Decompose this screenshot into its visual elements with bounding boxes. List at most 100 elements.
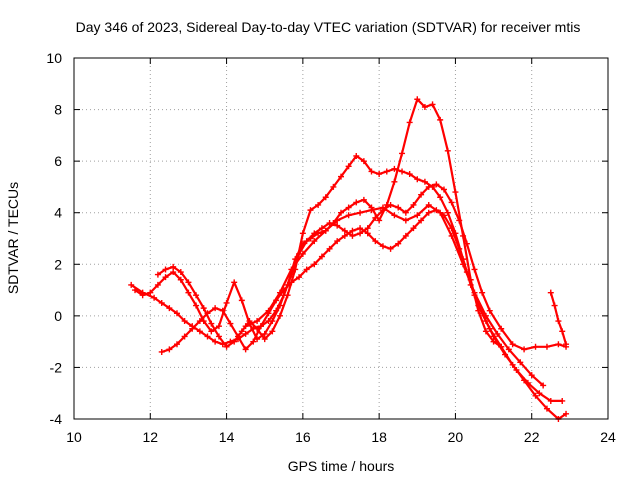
data-point <box>311 261 318 268</box>
y-tick-label: 2 <box>54 256 62 272</box>
data-point <box>425 201 432 208</box>
data-point <box>460 232 467 239</box>
data-point <box>261 330 268 337</box>
data-series <box>128 96 570 422</box>
data-point <box>181 318 188 325</box>
x-tick-label: 14 <box>219 429 235 445</box>
data-point <box>170 263 177 270</box>
data-point <box>166 346 173 353</box>
data-point <box>399 150 406 157</box>
data-point <box>505 346 512 353</box>
data-point <box>433 181 440 188</box>
data-point <box>379 243 386 250</box>
data-point <box>231 338 238 345</box>
data-point <box>200 318 207 325</box>
data-point <box>555 341 562 348</box>
series-line <box>156 154 564 402</box>
data-point <box>486 325 493 332</box>
data-point <box>391 178 398 185</box>
data-point <box>341 227 348 234</box>
data-point <box>345 204 352 211</box>
data-point <box>437 194 444 201</box>
data-point <box>238 297 245 304</box>
data-point <box>345 212 352 219</box>
data-point <box>418 217 425 224</box>
plot-frame <box>73 57 609 420</box>
data-point <box>254 336 261 343</box>
series-trace-5 <box>242 201 547 389</box>
y-tick-label: 4 <box>54 205 62 221</box>
data-point <box>391 212 398 219</box>
data-point <box>212 338 219 345</box>
data-point <box>498 325 505 332</box>
data-point <box>257 323 264 330</box>
data-point <box>517 359 524 366</box>
data-point <box>471 266 478 273</box>
data-point <box>543 405 550 412</box>
data-point <box>551 302 558 309</box>
data-point <box>376 171 383 178</box>
data-point <box>162 266 169 273</box>
data-point <box>338 209 344 216</box>
data-point <box>147 289 154 296</box>
data-point <box>425 209 432 216</box>
data-point <box>204 310 211 317</box>
data-point <box>303 266 310 273</box>
data-point <box>547 289 554 296</box>
data-point <box>322 227 329 234</box>
data-point <box>437 116 444 123</box>
data-point <box>509 341 516 348</box>
data-point <box>227 320 234 327</box>
data-point <box>448 232 455 239</box>
data-point <box>276 312 283 319</box>
data-point <box>166 305 173 312</box>
data-point <box>357 209 364 216</box>
data-point <box>215 333 222 340</box>
x-tick-label: 20 <box>448 429 464 445</box>
x-tick-label: 22 <box>524 429 540 445</box>
data-point <box>387 245 394 252</box>
data-point <box>265 307 272 314</box>
data-point <box>444 147 451 154</box>
data-point <box>444 209 451 216</box>
data-point <box>200 305 207 312</box>
data-point <box>563 341 570 348</box>
data-point <box>185 279 192 286</box>
data-point <box>536 390 543 397</box>
data-point <box>391 165 398 172</box>
data-point <box>132 287 139 294</box>
data-point <box>349 227 356 234</box>
data-point <box>471 289 478 296</box>
data-point <box>196 328 203 335</box>
data-point <box>532 343 539 350</box>
data-point <box>360 196 367 203</box>
data-point <box>399 168 406 175</box>
data-point <box>460 261 467 268</box>
data-point <box>173 310 180 317</box>
data-point <box>181 333 188 340</box>
data-point <box>208 320 215 327</box>
data-point <box>414 176 421 183</box>
data-point <box>349 232 356 239</box>
data-point <box>318 253 325 260</box>
data-point <box>292 256 299 263</box>
data-point <box>299 230 306 237</box>
x-tick-label: 10 <box>66 429 82 445</box>
data-point <box>410 225 417 232</box>
data-point <box>162 274 169 281</box>
data-point <box>452 189 459 196</box>
data-point <box>215 323 222 330</box>
data-point <box>414 212 421 219</box>
data-point <box>528 372 535 379</box>
data-point <box>559 397 566 404</box>
x-tick-label: 18 <box>371 429 387 445</box>
data-point <box>364 230 371 237</box>
data-point <box>383 168 390 175</box>
x-axis-label: GPS time / hours <box>288 458 395 474</box>
data-point <box>448 199 455 206</box>
data-point <box>193 292 200 299</box>
data-point <box>330 183 337 190</box>
x-tick-label: 16 <box>295 429 311 445</box>
